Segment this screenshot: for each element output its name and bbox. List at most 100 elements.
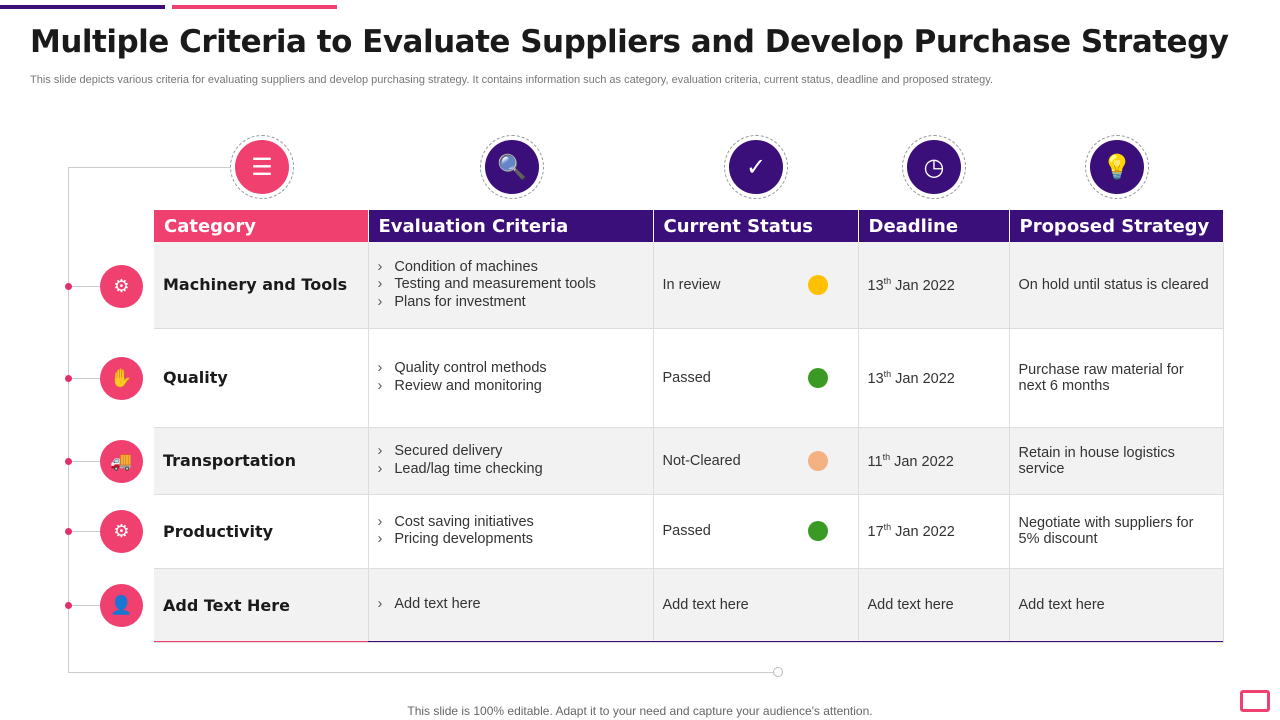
criteria-cell: Condition of machinesTesting and measure…: [368, 242, 654, 329]
criteria-item: Condition of machines: [378, 259, 653, 277]
category-cell: Transportation: [154, 427, 369, 495]
category-cell: Productivity: [154, 494, 369, 569]
idea-bulb-icon: 💡: [1085, 135, 1149, 199]
criteria-cell: Secured deliveryLead/lag time checking: [368, 427, 654, 495]
footer-note: This slide is 100% editable. Adapt it to…: [407, 704, 873, 718]
deadline-suffix: th: [883, 522, 892, 533]
page-title: Multiple Criteria to Evaluate Suppliers …: [30, 24, 1229, 60]
row-connector: [68, 378, 100, 379]
criteria-item: Secured delivery: [378, 443, 653, 461]
deadline-cell: 11th Jan 2022: [858, 427, 1010, 495]
deadline-day: 13: [867, 277, 884, 294]
status-text: Passed: [662, 523, 711, 539]
timeline-top: [68, 167, 230, 168]
table-row: Transportation Secured deliveryLead/lag …: [154, 427, 1224, 495]
strategy-cell: Add text here: [1009, 568, 1224, 643]
deadline-month-year: Jan 2022: [891, 370, 955, 387]
fast-clock-icon: ◷: [902, 135, 966, 199]
gears-icon: ⚙: [100, 510, 143, 553]
header-proposed-strategy: Proposed Strategy: [1009, 210, 1224, 242]
deadline-day: 13: [867, 370, 884, 387]
robot-arm-icon: ⚙: [100, 265, 143, 308]
status-cell: Passed: [653, 328, 859, 428]
check-circle-icon: ✓: [724, 135, 788, 199]
status-text: Not-Cleared: [662, 452, 741, 469]
category-cell: Add Text Here: [154, 568, 369, 643]
header-current-status: Current Status: [653, 210, 859, 242]
timeline-dot: [65, 602, 72, 609]
criteria-cell: Add text here: [368, 568, 654, 643]
row-connector: [68, 461, 100, 462]
status-text: Passed: [662, 369, 711, 386]
header-deadline: Deadline: [858, 210, 1010, 242]
status-cell: In review: [653, 242, 859, 329]
status-cell: Add text here: [653, 568, 859, 643]
criteria-cell: Quality control methodsReview and monito…: [368, 328, 654, 428]
table-bottom-border-pink: [154, 641, 368, 642]
criteria-item: Plans for investment: [378, 294, 653, 312]
page-subtitle: This slide depicts various criteria for …: [30, 74, 994, 86]
timeline-line: [68, 167, 69, 672]
status-dot: [807, 521, 828, 541]
table-row: Add Text Here Add text here Add text her…: [154, 568, 1224, 643]
deadline-suffix: th: [882, 451, 891, 462]
timeline-dot: [65, 528, 72, 535]
deadline-month-year: Jan 2022: [891, 523, 955, 540]
status-text: In review: [662, 276, 721, 293]
strategy-cell: Purchase raw material for next 6 months: [1009, 328, 1224, 428]
deadline-cell: 13th Jan 2022: [858, 328, 1010, 428]
timeline-bottom: [68, 672, 774, 673]
deadline-cell: 13th Jan 2022: [858, 242, 1010, 329]
category-cell: Quality: [154, 328, 369, 428]
criteria-item: Testing and measurement tools: [378, 276, 653, 294]
list-icon: ☰: [230, 135, 294, 199]
deadline-day: 11: [867, 453, 883, 470]
status-dot: [807, 274, 828, 295]
timeline-dot: [65, 283, 72, 290]
status-cell: Passed: [653, 494, 859, 569]
status-text: Add text here: [662, 597, 749, 613]
criteria-item: Pricing developments: [378, 531, 653, 549]
strategy-cell: On hold until status is cleared: [1009, 242, 1224, 329]
criteria-item: Lead/lag time checking: [378, 461, 653, 479]
deadline-text: Add text here: [867, 597, 954, 613]
deadline-cell: 17th Jan 2022: [858, 494, 1010, 569]
criteria-item: Quality control methods: [378, 360, 653, 378]
criteria-item: Review and monitoring: [378, 378, 653, 396]
category-cell: Machinery and Tools: [154, 242, 369, 329]
timeline-dot: [65, 458, 72, 465]
checklist-search-icon: 🔍: [480, 135, 544, 199]
deadline-month-year: Jan 2022: [890, 453, 954, 470]
criteria-item: Add text here: [378, 596, 653, 614]
row-connector: [68, 605, 100, 606]
accent-bar-purple: [0, 5, 165, 9]
table-row: Productivity Cost saving initiativesPric…: [154, 494, 1224, 569]
criteria-cell: Cost saving initiativesPricing developme…: [368, 494, 654, 569]
deadline-suffix: th: [883, 275, 892, 286]
status-dot: [807, 367, 828, 388]
person-board-icon: 👤: [100, 584, 143, 627]
timeline-end: [773, 667, 783, 677]
deadline-month-year: Jan 2022: [891, 277, 955, 294]
status-cell: Not-Cleared: [653, 427, 859, 495]
table-row: Quality Quality control methodsReview an…: [154, 328, 1224, 428]
deadline-day: 17: [867, 523, 884, 540]
supplier-criteria-table: Category Evaluation Criteria Current Sta…: [154, 210, 1224, 643]
header-evaluation-criteria: Evaluation Criteria: [368, 210, 654, 242]
row-connector: [68, 286, 100, 287]
truck-icon: 🚚: [100, 440, 143, 483]
header-category: Category: [154, 210, 369, 242]
accent-bar-pink: [172, 5, 337, 9]
deadline-suffix: th: [883, 368, 892, 379]
strategy-cell: Negotiate with suppliers for 5% discount: [1009, 494, 1224, 569]
table-bottom-border: [154, 641, 1223, 642]
quality-hands-icon: ✋: [100, 357, 143, 400]
strategy-cell: Retain in house logistics service: [1009, 427, 1224, 495]
monitor-gear-icon: [1240, 690, 1270, 712]
row-connector: [68, 531, 100, 532]
table-row: Machinery and Tools Condition of machine…: [154, 242, 1224, 329]
criteria-item: Cost saving initiatives: [378, 514, 653, 532]
deadline-cell: Add text here: [858, 568, 1010, 643]
timeline-dot: [65, 375, 72, 382]
status-dot: [807, 450, 828, 471]
